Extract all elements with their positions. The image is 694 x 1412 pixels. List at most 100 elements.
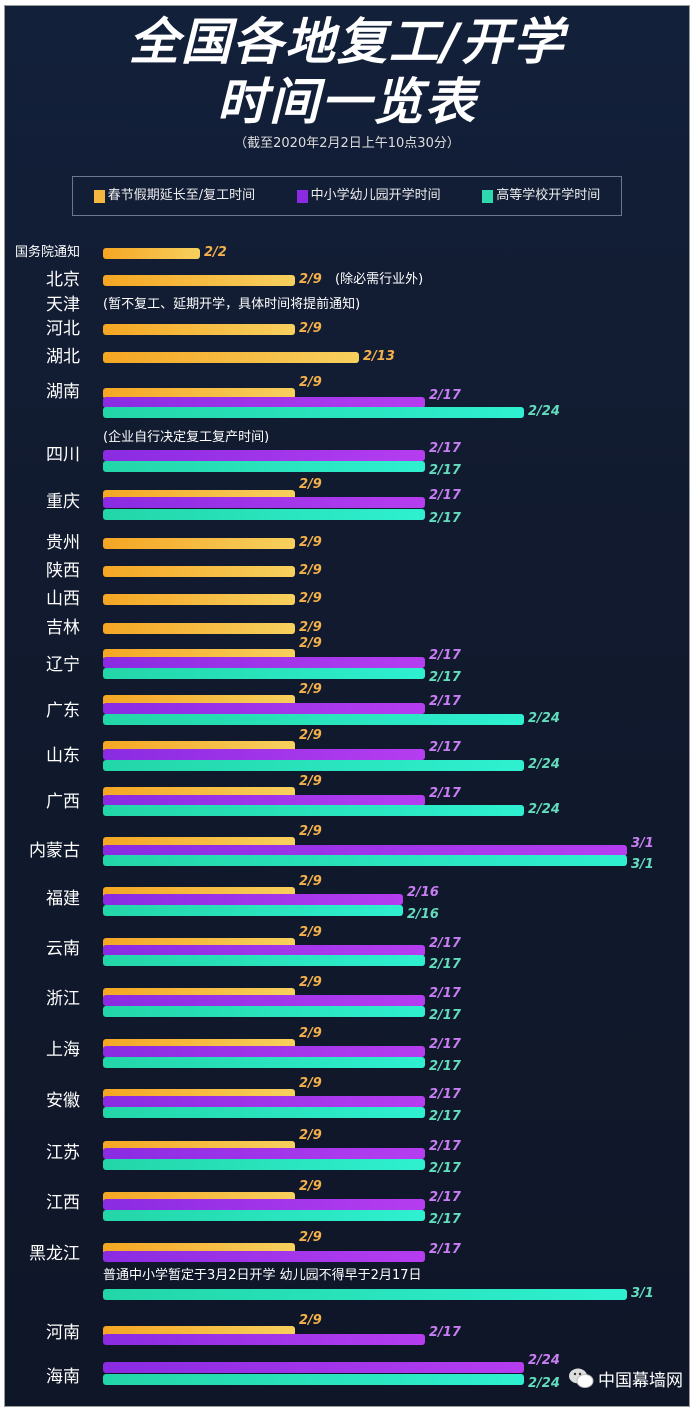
wechat-icon bbox=[568, 1367, 594, 1395]
bar-university bbox=[103, 714, 524, 725]
bar-work-resume bbox=[103, 1192, 295, 1203]
bar-school bbox=[103, 1199, 425, 1210]
province-label: 河南 bbox=[46, 1323, 80, 1343]
bar-school bbox=[103, 749, 425, 760]
bar-school bbox=[103, 1334, 425, 1345]
bar-school bbox=[103, 995, 425, 1006]
value-label-university: 2/24 bbox=[528, 1376, 560, 1391]
bar-university bbox=[103, 905, 403, 916]
province-label: 上海 bbox=[46, 1040, 80, 1060]
province-label: 贵州 bbox=[46, 533, 80, 553]
title-line-2: 时间一览表 bbox=[217, 73, 477, 131]
province-label: 山西 bbox=[46, 589, 80, 609]
row-note: (暂不复工、延期开学，具体时间将提前通知) bbox=[103, 297, 361, 312]
bar-work-resume bbox=[103, 538, 295, 549]
bar-university bbox=[103, 955, 425, 966]
bar-university bbox=[103, 855, 627, 866]
value-label-university: 2/17 bbox=[429, 1008, 461, 1023]
province-label: 山东 bbox=[46, 746, 80, 766]
bar-work-resume bbox=[103, 324, 295, 335]
value-label-university: 2/17 bbox=[429, 1059, 461, 1074]
bar-school bbox=[103, 497, 425, 508]
value-label-school: 2/17 bbox=[429, 1087, 461, 1102]
value-label-university: 3/1 bbox=[631, 1286, 654, 1301]
value-label-work-resume: 2/9 bbox=[299, 563, 322, 578]
value-label-work-resume: 2/9 bbox=[299, 1313, 322, 1328]
value-label-school: 2/17 bbox=[429, 441, 461, 456]
province-label: 广东 bbox=[46, 701, 80, 721]
bar-university bbox=[103, 1006, 425, 1017]
value-label-university: 2/17 bbox=[429, 670, 461, 685]
bar-work-resume bbox=[103, 938, 295, 949]
bar-work-resume bbox=[103, 352, 359, 363]
province-label: 河北 bbox=[46, 319, 80, 339]
bar-work-resume bbox=[103, 649, 295, 660]
value-label-school: 2/24 bbox=[528, 1353, 560, 1368]
bar-work-resume bbox=[103, 275, 295, 286]
province-label: 天津 bbox=[46, 295, 80, 315]
province-label: 福建 bbox=[46, 889, 80, 909]
value-label-school: 2/17 bbox=[429, 936, 461, 951]
bar-work-resume bbox=[103, 695, 295, 706]
province-label: 陕西 bbox=[46, 561, 80, 581]
bar-work-resume bbox=[103, 787, 295, 798]
subtitle: （截至2020年2月2日上午10点30分） bbox=[234, 136, 460, 151]
value-label-school: 2/17 bbox=[429, 740, 461, 755]
value-label-work-resume: 2/9 bbox=[299, 1230, 322, 1245]
value-label-school: 2/17 bbox=[429, 986, 461, 1001]
bar-university bbox=[103, 1057, 425, 1068]
value-label-work-resume: 2/9 bbox=[299, 636, 322, 651]
bar-work-resume bbox=[103, 490, 295, 501]
province-label: 四川 bbox=[46, 445, 80, 465]
value-label-university: 2/24 bbox=[528, 711, 560, 726]
bar-school bbox=[103, 1362, 524, 1373]
value-label-work-resume: 2/9 bbox=[299, 1026, 322, 1041]
value-label-university: 2/24 bbox=[528, 802, 560, 817]
value-label-work-resume: 2/9 bbox=[299, 591, 322, 606]
row-note: (企业自行决定复工复产时间) bbox=[103, 430, 270, 445]
value-label-work-resume: 2/9 bbox=[299, 477, 322, 492]
value-label-work-resume: 2/9 bbox=[299, 375, 322, 390]
value-label-work-resume: 2/9 bbox=[299, 535, 322, 550]
value-label-university: 2/17 bbox=[429, 511, 461, 526]
bar-university bbox=[103, 1210, 425, 1221]
value-label-school: 2/17 bbox=[429, 1139, 461, 1154]
legend-item-school: 中小学幼儿园开学时间 bbox=[296, 188, 441, 204]
bar-work-resume bbox=[103, 988, 295, 999]
bar-university bbox=[103, 668, 425, 679]
bar-work-resume bbox=[103, 1039, 295, 1050]
value-label-school: 2/17 bbox=[429, 648, 461, 663]
province-label: 海南 bbox=[46, 1367, 80, 1387]
value-label-work-resume: 2/9 bbox=[299, 620, 322, 635]
value-label-university: 2/24 bbox=[528, 757, 560, 772]
value-label-work-resume: 2/9 bbox=[299, 874, 322, 889]
bar-school bbox=[103, 703, 425, 714]
value-label-work-resume: 2/9 bbox=[299, 774, 322, 789]
bar-school bbox=[103, 894, 403, 905]
value-label-work-resume: 2/9 bbox=[299, 1128, 322, 1143]
value-label-school: 2/17 bbox=[429, 786, 461, 801]
province-label: 江苏 bbox=[46, 1143, 80, 1163]
legend-label: 中小学幼儿园开学时间 bbox=[310, 188, 441, 203]
value-label-university: 2/17 bbox=[429, 463, 461, 478]
province-label: 江西 bbox=[46, 1193, 80, 1213]
value-label-university: 2/17 bbox=[429, 1109, 461, 1124]
title-line-1: 全国各地复工/开学 bbox=[128, 13, 566, 71]
legend-swatch-teal bbox=[482, 189, 494, 203]
bar-school bbox=[103, 1148, 425, 1159]
value-label-work-resume: 2/9 bbox=[299, 824, 322, 839]
bar-school bbox=[103, 397, 425, 408]
bar-school bbox=[103, 845, 627, 856]
legend-item-university: 高等学校开学时间 bbox=[482, 188, 600, 204]
province-label: 国务院通知 bbox=[14, 245, 80, 260]
province-label: 湖南 bbox=[46, 382, 80, 402]
value-label-work-resume: 2/13 bbox=[363, 349, 395, 364]
value-label-work-resume: 2/9 bbox=[299, 975, 322, 990]
province-label: 湖北 bbox=[46, 347, 80, 367]
value-label-work-resume: 2/9 bbox=[299, 682, 322, 697]
value-label-work-resume: 2/9 bbox=[299, 728, 322, 743]
value-label-university: 2/16 bbox=[407, 907, 439, 922]
province-label: 安徽 bbox=[46, 1091, 80, 1111]
value-label-university: 2/17 bbox=[429, 1212, 461, 1227]
province-label: 吉林 bbox=[46, 618, 80, 638]
